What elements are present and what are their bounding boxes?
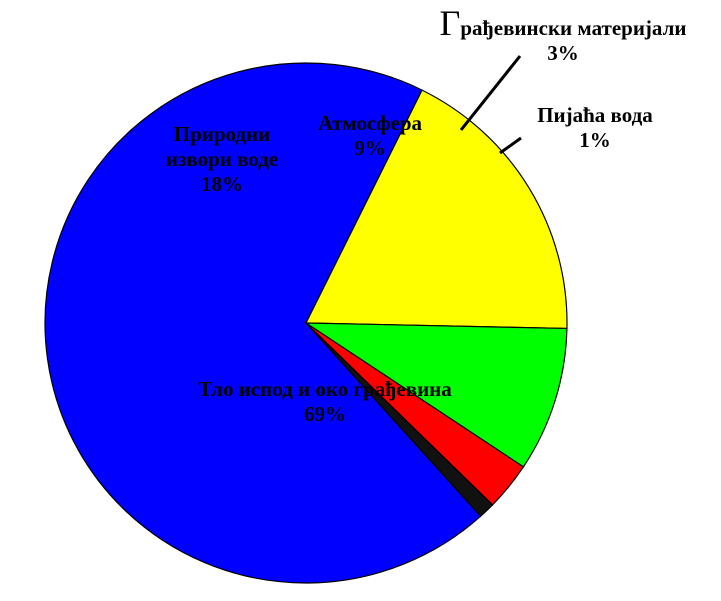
slice-name-text: Тло испод и око грађевина: [198, 377, 452, 401]
pie-slice-1: [44, 62, 482, 584]
slice-percent-text: 69%: [304, 402, 346, 426]
slice-name-text: Пијаћа вода: [537, 103, 653, 127]
slice-name-text: извори воде: [166, 147, 278, 171]
slice-percent-text: 18%: [201, 172, 243, 196]
leader-line-4: [459, 55, 522, 131]
leader-lines: [459, 55, 522, 155]
pie-slice-3: [303, 322, 568, 468]
slice-name-text: Природни: [174, 122, 271, 146]
slice-name-text: Атмосфера: [318, 111, 423, 135]
slice-percent-text: 3%: [547, 41, 579, 65]
slice-percent-text: 9%: [354, 136, 386, 160]
pie-slice-2: [305, 89, 568, 330]
slice-percent-text: 1%: [579, 128, 611, 152]
pie-slice-5: [305, 322, 494, 518]
pie-slices: [44, 62, 568, 584]
leader-line-5: [499, 136, 522, 155]
slice-name-text: Грађевински материјали: [440, 3, 687, 43]
